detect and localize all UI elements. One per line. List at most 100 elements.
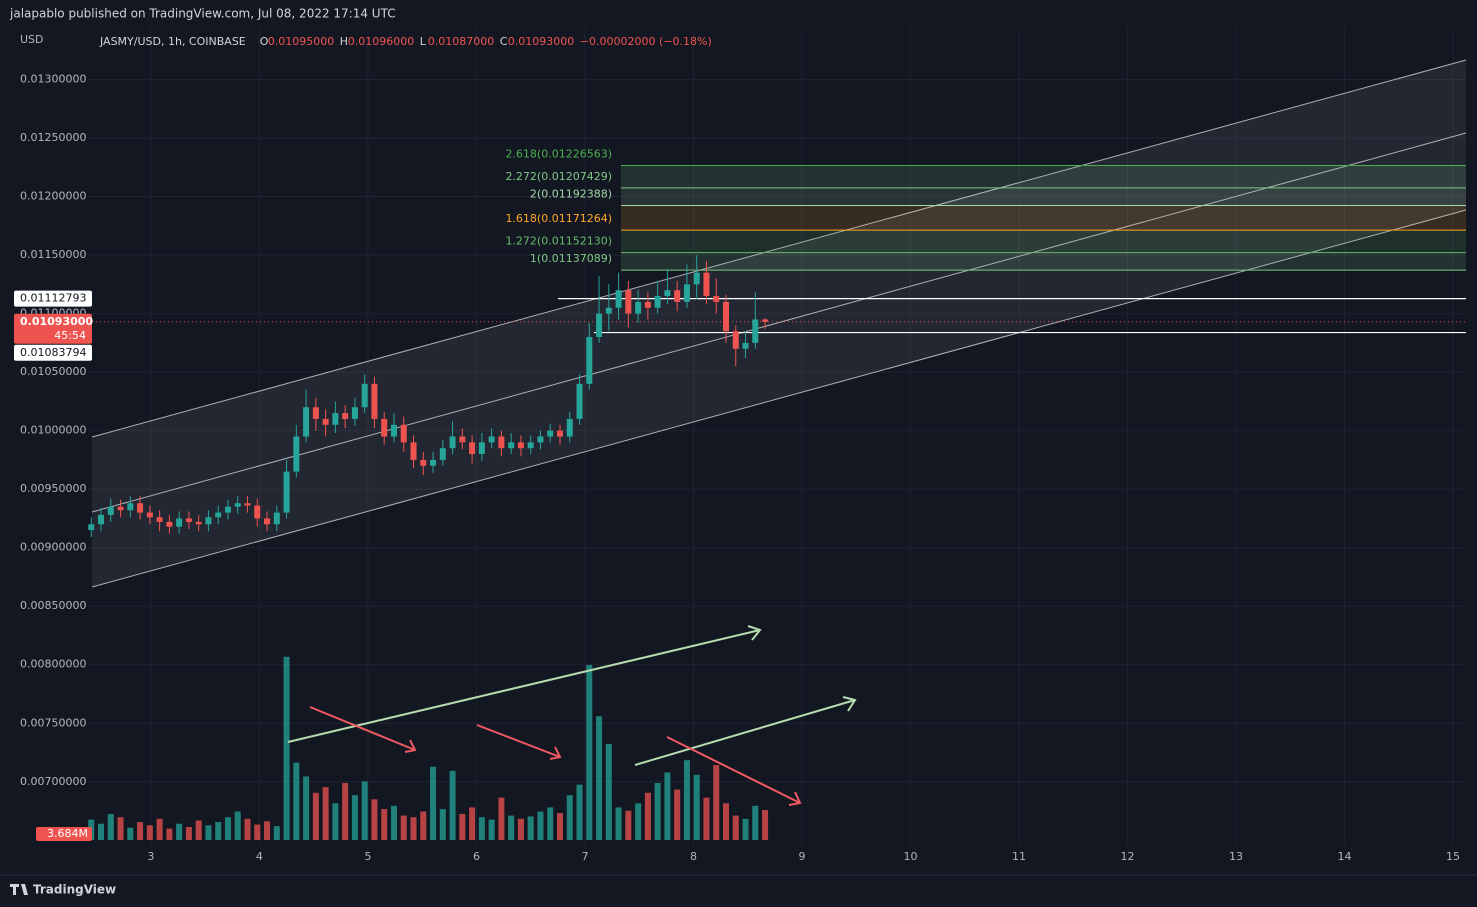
fib-label: 2(0.01192388) bbox=[530, 187, 612, 200]
x-tick-label: 11 bbox=[1012, 850, 1026, 863]
candle-body bbox=[683, 284, 690, 302]
logo-icon bbox=[10, 884, 28, 895]
x-tick-label: 13 bbox=[1229, 850, 1243, 863]
currency: USD bbox=[20, 33, 44, 46]
volume-bar bbox=[488, 819, 495, 840]
volume-bar bbox=[674, 789, 681, 840]
channel-fill bbox=[92, 60, 1466, 587]
volume-bar bbox=[322, 787, 329, 840]
candle-body bbox=[537, 436, 544, 443]
arrow-up bbox=[287, 625, 857, 766]
candle-body bbox=[635, 301, 642, 314]
ohlc-value: 0.01093000 bbox=[508, 35, 574, 48]
volume-bar bbox=[293, 762, 300, 840]
symbol: JASMY/USD, 1h, COINBASE bbox=[99, 35, 246, 48]
volume-bar bbox=[390, 805, 397, 840]
fib-band bbox=[621, 252, 1466, 271]
arrow-down bbox=[309, 706, 802, 806]
candle-body bbox=[420, 459, 427, 466]
candle-body bbox=[498, 436, 505, 449]
x-tick-label: 7 bbox=[581, 850, 588, 863]
publisher: jalapablo published on TradingView.com, … bbox=[9, 7, 396, 21]
y-tick-label: 0.01000000 bbox=[20, 424, 86, 437]
x-tick-label: 14 bbox=[1337, 850, 1351, 863]
candle-body bbox=[752, 319, 759, 343]
y-tick-label: 0.00950000 bbox=[20, 482, 86, 495]
volume-bar bbox=[596, 716, 603, 840]
fib-label: 2.618(0.01226563) bbox=[505, 147, 612, 160]
volume-bar bbox=[732, 815, 739, 840]
volume-bar bbox=[723, 803, 730, 840]
volume-bar bbox=[381, 809, 388, 840]
candle-body bbox=[137, 503, 144, 513]
logo: TradingView bbox=[33, 883, 116, 897]
ohlc-key: O bbox=[260, 35, 269, 48]
candle-body bbox=[283, 471, 290, 513]
volume-bar bbox=[420, 811, 427, 840]
x-tick-label: 9 bbox=[798, 850, 805, 863]
y-tick-label: 0.01200000 bbox=[20, 190, 86, 203]
candle-body bbox=[293, 436, 300, 472]
fib-band bbox=[621, 205, 1466, 231]
candle-body bbox=[176, 518, 183, 527]
volume bbox=[88, 656, 769, 840]
candle-body bbox=[732, 331, 739, 349]
volume-bar bbox=[556, 813, 563, 840]
volume-bar bbox=[683, 760, 690, 840]
candle-body bbox=[527, 442, 534, 449]
candle-body bbox=[166, 521, 173, 527]
countdown: 45:54 bbox=[54, 329, 86, 342]
volume-bar bbox=[156, 818, 163, 840]
volume-bar bbox=[537, 811, 544, 840]
price-label: 0.01093000 bbox=[20, 315, 93, 328]
fib-label: 1(0.01137089) bbox=[530, 252, 612, 265]
candle-body bbox=[205, 517, 212, 525]
candle-body bbox=[508, 442, 515, 449]
volume-bar bbox=[469, 807, 476, 840]
volume-bar bbox=[459, 813, 466, 840]
candle-body bbox=[654, 296, 661, 308]
volume-bar bbox=[215, 822, 222, 840]
volume-bar bbox=[508, 815, 515, 840]
volume-bar bbox=[664, 772, 671, 840]
volume-bar bbox=[410, 817, 417, 840]
volume-bar bbox=[361, 781, 368, 840]
volume-bar bbox=[478, 817, 485, 840]
candle-body bbox=[615, 290, 622, 308]
channel-bottom bbox=[91, 209, 1467, 588]
candle-body bbox=[390, 424, 397, 437]
volume-bar bbox=[127, 827, 134, 840]
candle-body bbox=[674, 290, 681, 302]
candle-body bbox=[332, 413, 339, 425]
candle-body bbox=[303, 407, 310, 437]
y-tick-label: 0.01300000 bbox=[20, 73, 86, 86]
candle-body bbox=[264, 518, 271, 525]
channel-top bbox=[91, 59, 1467, 438]
candle-body bbox=[312, 407, 319, 419]
volume-bar bbox=[98, 823, 105, 840]
candle-body bbox=[762, 319, 769, 322]
volume-bar bbox=[176, 823, 183, 840]
candle-body bbox=[88, 524, 95, 531]
y-tick-label: 0.01050000 bbox=[20, 365, 86, 378]
candle-body bbox=[244, 503, 251, 506]
fib-label: 1.618(0.01171264) bbox=[505, 212, 612, 225]
volume-bar bbox=[752, 805, 759, 840]
volume-bar bbox=[234, 811, 241, 840]
candle-body bbox=[596, 313, 603, 338]
candle-body bbox=[566, 418, 573, 437]
volume-bar bbox=[283, 656, 290, 840]
change: −0.00002000 (−0.18%) bbox=[580, 35, 712, 48]
candle-body bbox=[693, 272, 700, 285]
price-label: 0.01083794 bbox=[20, 346, 86, 359]
candle-body bbox=[469, 442, 476, 455]
y-tick-label: 0.00900000 bbox=[20, 541, 86, 554]
x-tick-label: 4 bbox=[256, 850, 263, 863]
fib-band bbox=[621, 165, 1466, 188]
x-tick-label: 12 bbox=[1120, 850, 1134, 863]
candle-body bbox=[215, 512, 222, 518]
y-tick-label: 0.00850000 bbox=[20, 599, 86, 612]
